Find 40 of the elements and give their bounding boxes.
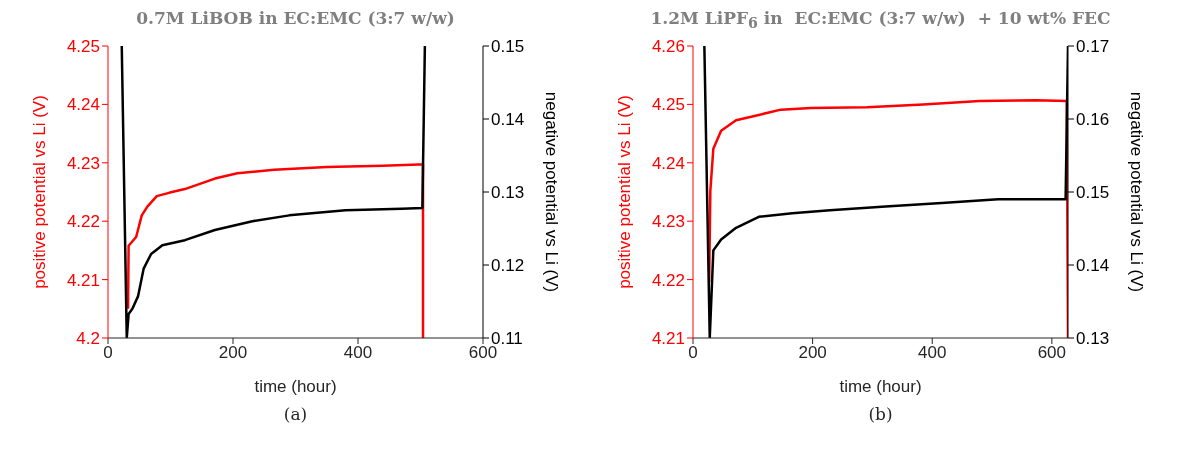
x-axis-title: time (hour) — [839, 377, 922, 396]
chart-title: 1.2M LiPF$_{6}$ in EC:EMC (3:7 w/w) + 10 wt% FEC — [649, 8, 1112, 34]
y-tick-label: 4.24 — [651, 153, 685, 173]
y2-tick-label: 0.13 — [1076, 329, 1110, 349]
y-tick-label: 4.26 — [651, 37, 685, 57]
x-tick-label: 200 — [218, 343, 248, 363]
y-tick-label: 4.25 — [66, 37, 100, 57]
y2-tick-label: 0.15 — [491, 37, 525, 57]
y-tick-label: 4.21 — [66, 270, 100, 290]
y-tick-label: 4.23 — [66, 153, 100, 173]
chart-title: 0.7M LiBOB in EC:EMC (3:7 w/w) — [135, 8, 456, 30]
x-axis-title: time (hour) — [254, 377, 337, 396]
x-tick-label: 600 — [1037, 343, 1067, 363]
y2-tick-label: 0.15 — [1076, 183, 1110, 203]
y-axis-title: positive potential vs Li (V) — [615, 95, 635, 289]
x-tick-label: 0 — [103, 343, 113, 363]
y2-axis-title: negative potential vs Li (V) — [541, 91, 561, 293]
x-tick-label: 400 — [343, 343, 373, 363]
y2-tick-label: 0.14 — [491, 110, 525, 130]
y2-tick-label: 0.14 — [1076, 256, 1110, 276]
text: (b) — [867, 404, 894, 424]
y-axis-title: positive potential vs Li (V) — [30, 95, 50, 289]
y2-tick-label: 0.13 — [491, 183, 525, 203]
x-tick-label: 200 — [798, 343, 827, 363]
y-tick-label: 4.2 — [76, 329, 100, 349]
y-tick-label: 4.22 — [66, 212, 100, 232]
y2-tick-label: 0.17 — [1076, 37, 1110, 57]
y-tick-label: 4.21 — [651, 329, 685, 349]
y2-tick-label: 0.16 — [1076, 110, 1110, 130]
x-tick-label: 0 — [688, 343, 698, 363]
y-tick-label: 4.22 — [651, 270, 685, 290]
text: (a) — [282, 404, 309, 424]
line-series — [120, 46, 427, 338]
y2-tick-label: 0.12 — [491, 256, 525, 276]
line-series — [126, 163, 425, 338]
y-tick-label: 4.24 — [66, 95, 100, 115]
x-tick-label: 400 — [918, 343, 947, 363]
y-tick-label: 4.25 — [651, 95, 685, 115]
y2-axis-title: negative potential vs Li (V) — [1126, 91, 1146, 293]
y-tick-label: 4.23 — [651, 212, 685, 232]
